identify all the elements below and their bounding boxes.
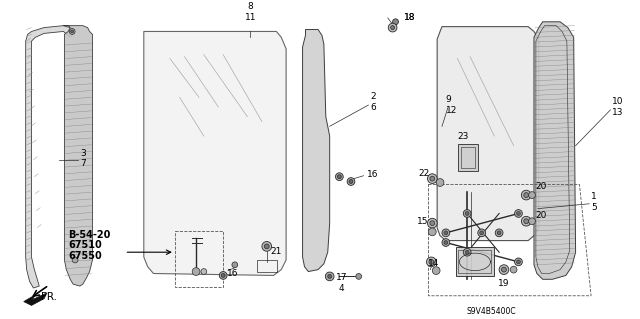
Text: B-54-20: B-54-20 (68, 230, 111, 240)
Circle shape (220, 271, 227, 279)
Circle shape (529, 192, 536, 198)
Text: 18: 18 (404, 13, 416, 22)
Text: 2
6: 2 6 (371, 93, 376, 112)
Circle shape (516, 260, 520, 264)
Circle shape (349, 180, 353, 183)
Polygon shape (144, 32, 286, 275)
Circle shape (497, 231, 501, 235)
Polygon shape (534, 22, 575, 279)
Circle shape (429, 259, 434, 264)
Circle shape (347, 178, 355, 185)
Circle shape (522, 190, 531, 200)
Circle shape (337, 175, 341, 179)
Text: 16: 16 (227, 269, 239, 278)
Polygon shape (63, 26, 93, 286)
Circle shape (430, 221, 435, 226)
Text: 14: 14 (428, 259, 440, 268)
Circle shape (356, 273, 362, 279)
Circle shape (463, 248, 471, 256)
Text: 19: 19 (498, 279, 509, 288)
Circle shape (428, 174, 437, 183)
Circle shape (524, 193, 529, 197)
Text: 9
12: 9 12 (446, 95, 457, 115)
Circle shape (428, 228, 436, 236)
Circle shape (328, 274, 332, 278)
Circle shape (70, 30, 74, 33)
Circle shape (388, 23, 397, 32)
Circle shape (502, 267, 506, 272)
Circle shape (522, 216, 531, 226)
Text: 10
13: 10 13 (612, 97, 624, 117)
Bar (175, 231, 223, 287)
Polygon shape (24, 293, 47, 306)
Text: S9V4B5400C: S9V4B5400C (467, 308, 516, 316)
Polygon shape (456, 247, 494, 276)
Circle shape (232, 262, 237, 268)
Circle shape (516, 211, 520, 215)
Circle shape (529, 218, 536, 225)
Text: FR.: FR. (41, 292, 57, 302)
Circle shape (436, 179, 444, 186)
Circle shape (465, 211, 469, 215)
Circle shape (444, 241, 448, 244)
Circle shape (442, 239, 450, 246)
Circle shape (463, 210, 471, 217)
Circle shape (426, 257, 436, 267)
Text: 23: 23 (458, 132, 469, 141)
Bar (458, 144, 478, 171)
Polygon shape (303, 30, 330, 271)
Circle shape (499, 265, 509, 274)
Circle shape (480, 231, 484, 235)
Text: 15: 15 (417, 217, 428, 226)
Circle shape (264, 244, 269, 249)
Circle shape (262, 241, 271, 251)
Text: 1
5: 1 5 (591, 192, 597, 211)
Text: 18: 18 (404, 13, 416, 22)
Circle shape (444, 231, 448, 235)
Circle shape (390, 26, 394, 30)
Text: 3
7: 3 7 (80, 149, 86, 168)
Text: 67550: 67550 (68, 251, 102, 261)
Text: 67510: 67510 (68, 241, 102, 250)
Circle shape (72, 257, 78, 263)
Circle shape (442, 229, 450, 237)
Circle shape (201, 269, 207, 274)
Circle shape (478, 229, 486, 237)
Polygon shape (26, 26, 73, 288)
Text: 21: 21 (271, 247, 282, 256)
Text: 4: 4 (339, 284, 344, 293)
Circle shape (221, 273, 225, 277)
Circle shape (192, 268, 200, 275)
Text: 8
11: 8 11 (244, 2, 256, 22)
Text: 16: 16 (367, 170, 378, 179)
Text: 20: 20 (535, 211, 547, 220)
Circle shape (515, 210, 522, 217)
Bar (461, 147, 475, 168)
Polygon shape (437, 26, 539, 241)
Circle shape (510, 266, 517, 273)
Circle shape (392, 19, 399, 25)
Text: 17: 17 (335, 272, 347, 282)
Text: 22: 22 (419, 169, 430, 178)
Circle shape (432, 267, 440, 274)
Circle shape (465, 250, 469, 254)
Circle shape (335, 173, 343, 181)
Circle shape (524, 219, 529, 224)
Circle shape (428, 218, 437, 228)
Circle shape (515, 258, 522, 266)
Circle shape (325, 272, 334, 281)
Circle shape (430, 176, 435, 181)
Circle shape (495, 229, 503, 237)
Circle shape (69, 29, 75, 34)
Text: 20: 20 (535, 182, 547, 191)
